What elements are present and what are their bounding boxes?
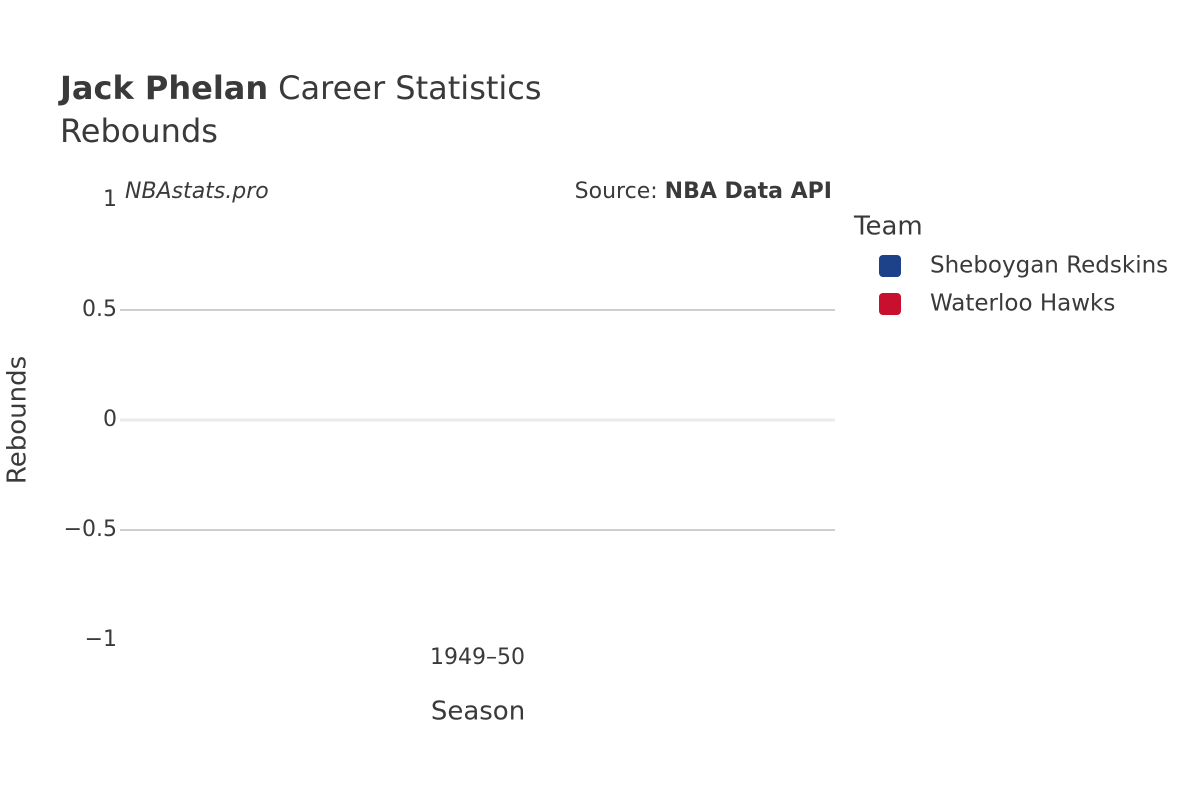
y-axis-title: Rebounds (3, 356, 33, 484)
x-tick-label: 1949–50 (430, 645, 525, 670)
x-axis-title: Season (431, 697, 525, 727)
y-tick-label: −1 (85, 627, 117, 652)
title-name: Jack Phelan (58, 69, 268, 107)
legend-swatch (879, 293, 901, 315)
y-tick-label: 0.5 (82, 297, 117, 322)
y-tick-label: −0.5 (64, 517, 117, 542)
chart-title: Jack Phelan Career Statistics (58, 69, 542, 107)
title-rest: Career Statistics (278, 69, 541, 107)
source-name: NBA Data API (665, 179, 832, 204)
legend-label: Sheboygan Redskins (930, 253, 1168, 279)
chart-subtitle: Rebounds (60, 112, 218, 150)
watermark: NBAstats.pro (125, 179, 269, 204)
legend-label: Waterloo Hawks (930, 291, 1115, 317)
y-tick-label: 0 (103, 407, 117, 432)
legend-title: Team (853, 212, 923, 242)
y-tick-label: 1 (103, 187, 117, 212)
source-label: Source: (575, 179, 658, 204)
legend-swatch (879, 255, 901, 277)
source: Source: NBA Data API (575, 179, 832, 204)
